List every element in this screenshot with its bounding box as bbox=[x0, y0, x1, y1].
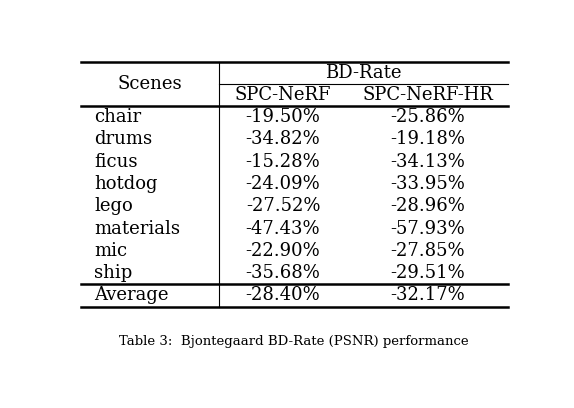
Text: -15.28%: -15.28% bbox=[246, 153, 320, 171]
Text: lego: lego bbox=[94, 197, 133, 215]
Text: -19.50%: -19.50% bbox=[246, 108, 320, 126]
Text: -28.40%: -28.40% bbox=[246, 286, 320, 304]
Text: ship: ship bbox=[94, 264, 132, 282]
Text: -34.13%: -34.13% bbox=[390, 153, 465, 171]
Text: SPC-NeRF: SPC-NeRF bbox=[235, 86, 331, 104]
Text: -33.95%: -33.95% bbox=[390, 175, 465, 193]
Text: -35.68%: -35.68% bbox=[246, 264, 320, 282]
Text: -25.86%: -25.86% bbox=[390, 108, 465, 126]
Text: -29.51%: -29.51% bbox=[390, 264, 465, 282]
Text: ficus: ficus bbox=[94, 153, 138, 171]
Text: -32.17%: -32.17% bbox=[390, 286, 465, 304]
Text: -47.43%: -47.43% bbox=[246, 220, 320, 237]
Text: SPC-NeRF-HR: SPC-NeRF-HR bbox=[362, 86, 493, 104]
Text: -27.85%: -27.85% bbox=[390, 242, 465, 260]
Text: Average: Average bbox=[94, 286, 169, 304]
Text: -24.09%: -24.09% bbox=[246, 175, 320, 193]
Text: mic: mic bbox=[94, 242, 127, 260]
Text: BD-Rate: BD-Rate bbox=[325, 64, 401, 82]
Text: -57.93%: -57.93% bbox=[390, 220, 465, 237]
Text: materials: materials bbox=[94, 220, 180, 237]
Text: hotdog: hotdog bbox=[94, 175, 157, 193]
Text: drums: drums bbox=[94, 131, 152, 149]
Text: chair: chair bbox=[94, 108, 141, 126]
Text: Scenes: Scenes bbox=[117, 75, 182, 93]
Text: Table 3:  Bjontegaard BD-Rate (PSNR) performance: Table 3: Bjontegaard BD-Rate (PSNR) perf… bbox=[119, 335, 469, 348]
Text: -27.52%: -27.52% bbox=[246, 197, 320, 215]
Text: -19.18%: -19.18% bbox=[390, 131, 465, 149]
Text: -28.96%: -28.96% bbox=[390, 197, 465, 215]
Text: -22.90%: -22.90% bbox=[246, 242, 320, 260]
Text: -34.82%: -34.82% bbox=[246, 131, 320, 149]
